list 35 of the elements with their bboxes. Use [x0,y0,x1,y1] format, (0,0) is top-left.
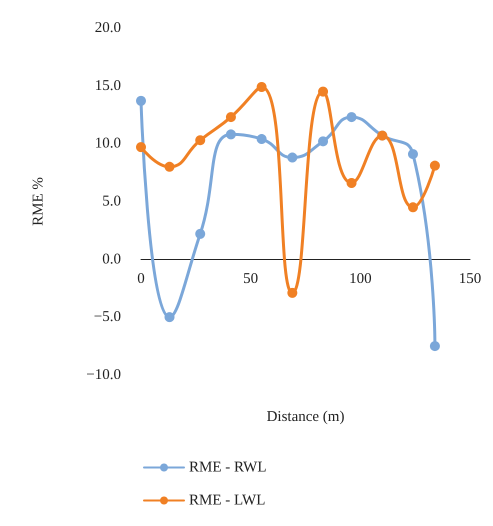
x-tick-label: 0 [137,270,145,287]
point [408,149,418,160]
point [195,135,206,146]
legend-label: RME - LWL [189,492,266,508]
point [164,162,175,172]
point [287,288,298,298]
point [318,136,328,146]
point [408,202,418,212]
y-axis-title: RME % [30,177,46,226]
y-tick-label: 5.0 [102,194,121,210]
legend-label: RME - RWL [189,460,266,476]
y-tick-label: −10.0 [86,367,121,383]
point [318,86,328,97]
y-tick-label: 10.0 [94,136,121,152]
point [164,312,175,322]
y-tick-label: 15.0 [94,78,121,94]
x-axis-title: Distance (m) [266,408,344,425]
point [430,341,440,352]
point [226,129,236,140]
point [136,96,146,106]
point [287,152,298,163]
point [195,228,206,239]
point [226,112,236,122]
point [256,134,267,144]
x-tick-label: 100 [349,270,372,287]
point [256,82,267,92]
point [136,142,146,152]
y-tick-label: 0.0 [102,251,121,268]
point [346,178,357,188]
point [430,160,440,171]
point [346,112,357,122]
y-tick-label: 20.0 [94,20,121,36]
y-tick-label: −5.0 [94,309,121,326]
x-tick-label: 150 [458,270,482,287]
x-tick-label: 50 [243,270,258,287]
